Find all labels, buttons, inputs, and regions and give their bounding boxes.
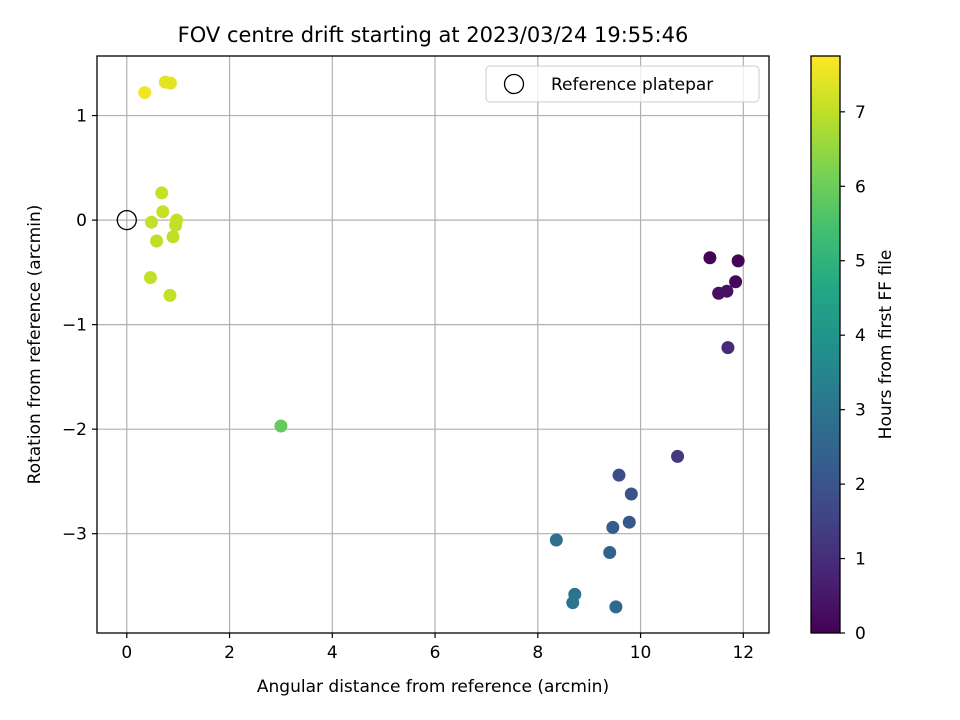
x-tick-label: 10 [630,643,652,663]
legend-box [485,65,760,103]
x-tick-label: 0 [121,643,132,663]
data-point [612,468,626,482]
data-point [731,254,745,268]
x-axis-label: Angular distance from reference (arcmin) [257,677,609,697]
x-tick-label: 4 [327,643,338,663]
data-point [166,230,180,244]
data-point [729,275,743,289]
data-point [622,515,636,529]
data-point [144,215,158,229]
chart-title: FOV centre drift starting at 2023/03/24 … [178,23,689,47]
data-point [163,76,177,90]
data-point [606,520,620,534]
colorbar-tick-label: 6 [855,177,866,197]
x-tick-label: 2 [224,643,235,663]
data-point [150,234,164,248]
y-tick-label: 1 [76,107,87,127]
data-point [624,487,638,501]
data-point [169,218,183,232]
legend-reference-marker [503,73,525,95]
grid-lines [97,56,769,633]
data-point [603,546,617,560]
colorbar-tick-label: 7 [855,103,866,123]
x-tick-label: 8 [532,643,543,663]
data-point [138,86,152,100]
data-point [609,600,623,614]
y-tick-label: 0 [76,211,87,231]
y-tick-label: −2 [62,420,87,440]
colorbar-tick-label: 3 [855,401,866,421]
colorbar: 0 1 2 3 4 5 6 7 Hours from first FF file [810,55,896,644]
colorbar-frame [810,55,841,634]
x-tick-label: 12 [732,643,754,663]
colorbar-tick-label: 5 [855,252,866,272]
colorbar-tick-label: 4 [855,326,866,346]
legend: Reference platepar [485,65,760,103]
x-tick-label: 6 [430,643,441,663]
data-point [721,341,735,355]
colorbar-tick-label: 0 [855,624,866,644]
data-point [549,533,563,547]
data-point [274,419,288,433]
legend-label: Reference platepar [551,75,713,95]
data-point [143,271,157,285]
plot-frame [96,55,770,634]
colorbar-ticks: 0 1 2 3 4 5 6 7 [840,103,866,644]
colorbar-tick-label: 2 [855,475,866,495]
data-point [163,288,177,302]
data-point [703,251,717,265]
colorbar-tick-label: 1 [855,550,866,570]
data-point [155,186,169,200]
colorbar-label: Hours from first FF file [876,250,896,440]
data-point [720,284,734,298]
y-axis-label: Rotation from reference (arcmin) [25,205,45,485]
y-tick-label: −1 [62,316,87,336]
reference-platepar-point [116,209,137,231]
data-point [156,205,170,219]
colorbar-gradient [811,56,840,633]
scatter-points [116,75,745,614]
y-tick-label: −3 [62,525,87,545]
data-point [671,449,685,463]
data-point [566,596,580,610]
